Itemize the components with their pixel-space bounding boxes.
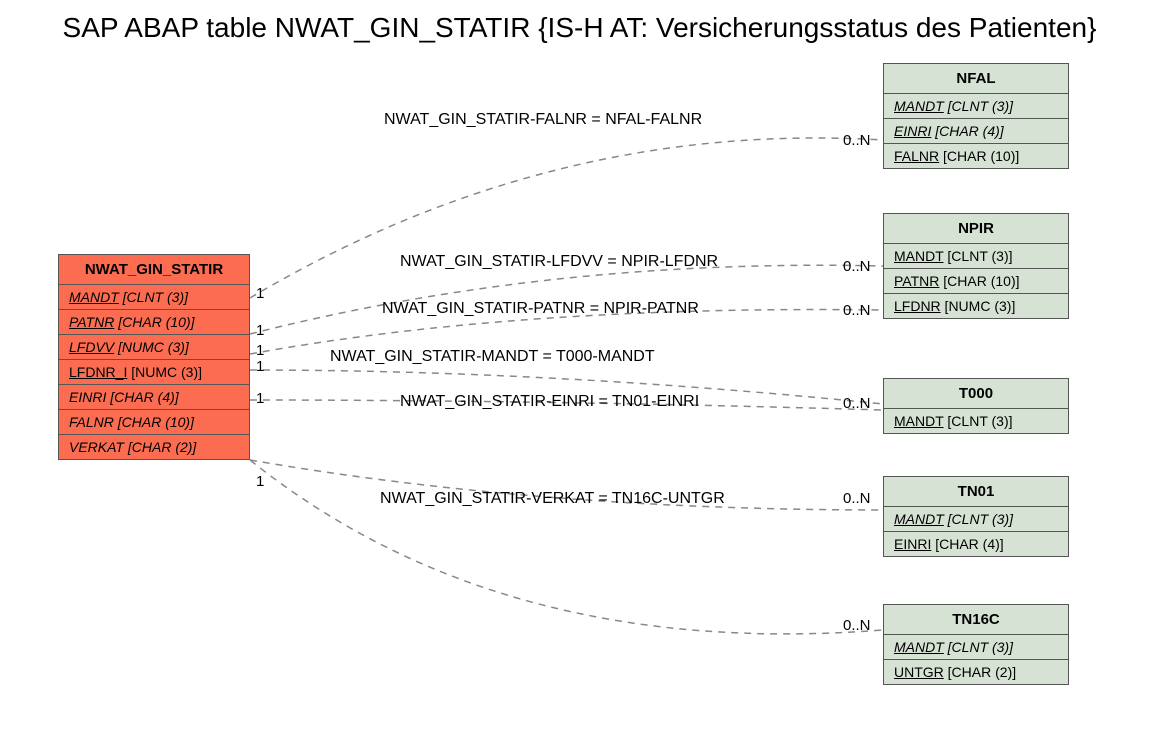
- cardinality-source: 1: [256, 390, 264, 407]
- entity-field: LFDNR_I [NUMC (3)]: [59, 360, 249, 385]
- cardinality-target: 0..N: [843, 490, 871, 507]
- entity-field: LFDVV [NUMC (3)]: [59, 335, 249, 360]
- edge-label: NWAT_GIN_STATIR-LFDVV = NPIR-LFDNR: [400, 253, 718, 271]
- entity-header: TN01: [884, 477, 1068, 507]
- entity-field: MANDT [CLNT (3)]: [884, 244, 1068, 269]
- entity-npir: NPIRMANDT [CLNT (3)]PATNR [CHAR (10)]LFD…: [883, 213, 1069, 319]
- entity-header: T000: [884, 379, 1068, 409]
- cardinality-source: 1: [256, 342, 264, 359]
- entity-field: LFDNR [NUMC (3)]: [884, 294, 1068, 318]
- entity-field: VERKAT [CHAR (2)]: [59, 435, 249, 459]
- entity-t000: T000MANDT [CLNT (3)]: [883, 378, 1069, 434]
- edge-label: NWAT_GIN_STATIR-MANDT = T000-MANDT: [330, 348, 655, 366]
- entity-field: MANDT [CLNT (3)]: [884, 507, 1068, 532]
- edge-label: NWAT_GIN_STATIR-EINRI = TN01-EINRI: [400, 393, 699, 411]
- entity-header: NWAT_GIN_STATIR: [59, 255, 249, 285]
- entity-header: NPIR: [884, 214, 1068, 244]
- cardinality-source: 1: [256, 322, 264, 339]
- entity-field: EINRI [CHAR (4)]: [884, 532, 1068, 556]
- cardinality-source: 1: [256, 285, 264, 302]
- cardinality-target: 0..N: [843, 395, 871, 412]
- entity-field: UNTGR [CHAR (2)]: [884, 660, 1068, 684]
- cardinality-source: 1: [256, 358, 264, 375]
- entity-nfal: NFALMANDT [CLNT (3)]EINRI [CHAR (4)]FALN…: [883, 63, 1069, 169]
- entity-field: EINRI [CHAR (4)]: [884, 119, 1068, 144]
- cardinality-target: 0..N: [843, 132, 871, 149]
- cardinality-source: 1: [256, 473, 264, 490]
- entity-header: NFAL: [884, 64, 1068, 94]
- entity-field: EINRI [CHAR (4)]: [59, 385, 249, 410]
- entity-field: MANDT [CLNT (3)]: [59, 285, 249, 310]
- entity-nwat_gin_statir: NWAT_GIN_STATIRMANDT [CLNT (3)]PATNR [CH…: [58, 254, 250, 460]
- cardinality-target: 0..N: [843, 302, 871, 319]
- entity-field: PATNR [CHAR (10)]: [59, 310, 249, 335]
- entity-field: MANDT [CLNT (3)]: [884, 94, 1068, 119]
- edge-label: NWAT_GIN_STATIR-PATNR = NPIR-PATNR: [382, 300, 699, 318]
- edge-label: NWAT_GIN_STATIR-FALNR = NFAL-FALNR: [384, 111, 702, 129]
- diagram-title: SAP ABAP table NWAT_GIN_STATIR {IS-H AT:…: [0, 12, 1159, 44]
- entity-header: TN16C: [884, 605, 1068, 635]
- entity-tn01: TN01MANDT [CLNT (3)]EINRI [CHAR (4)]: [883, 476, 1069, 557]
- entity-field: MANDT [CLNT (3)]: [884, 635, 1068, 660]
- entity-field: FALNR [CHAR (10)]: [884, 144, 1068, 168]
- entity-tn16c: TN16CMANDT [CLNT (3)]UNTGR [CHAR (2)]: [883, 604, 1069, 685]
- entity-field: MANDT [CLNT (3)]: [884, 409, 1068, 433]
- cardinality-target: 0..N: [843, 258, 871, 275]
- entity-field: PATNR [CHAR (10)]: [884, 269, 1068, 294]
- edge-label: NWAT_GIN_STATIR-VERKAT = TN16C-UNTGR: [380, 490, 725, 508]
- entity-field: FALNR [CHAR (10)]: [59, 410, 249, 435]
- cardinality-target: 0..N: [843, 617, 871, 634]
